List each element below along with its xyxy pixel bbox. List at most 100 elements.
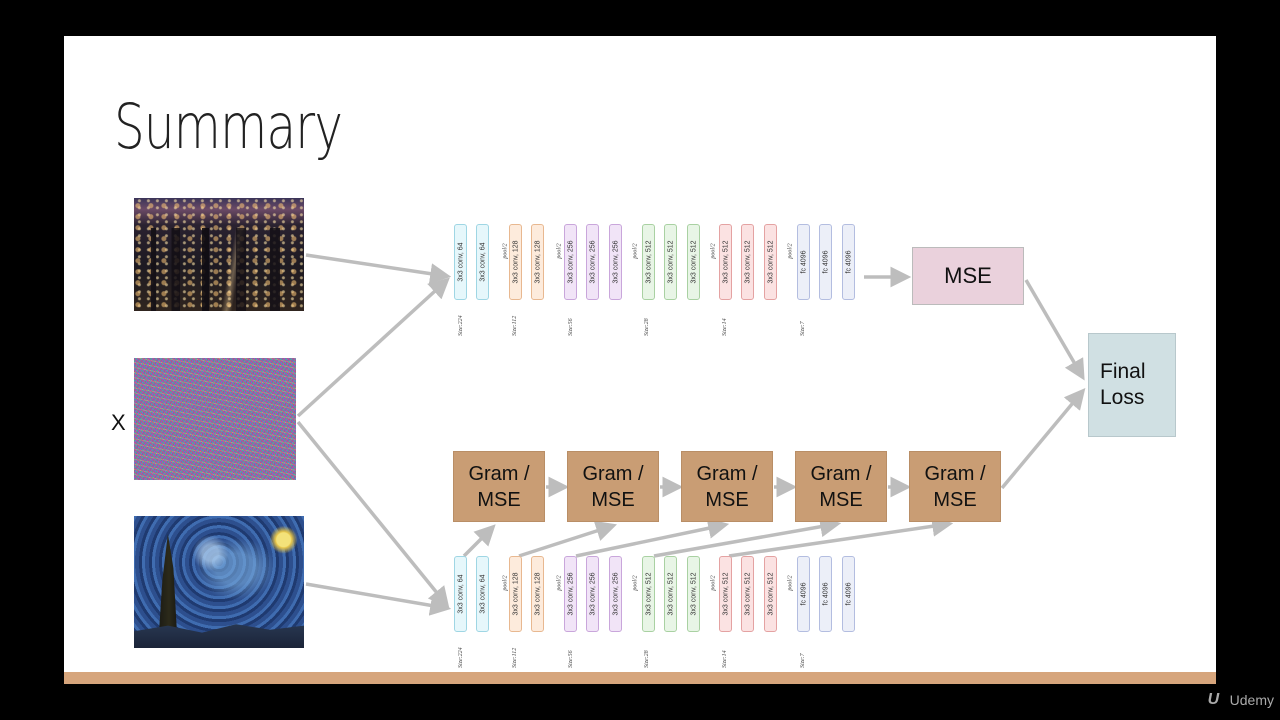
udemy-logo-icon: U — [1207, 691, 1220, 708]
top-net-pool-label: pool/2 — [556, 243, 563, 259]
top-net-layer-6: 3x3 conv, 256 — [586, 224, 599, 300]
bottom-net-layer-label: 3x3 conv, 256 — [567, 572, 574, 616]
bottom-net-layer-label: fc 4096 — [845, 582, 852, 606]
bottom-net-layer-label: 3x3 conv, 512 — [690, 572, 697, 616]
bottom-net-layer-6: 3x3 conv, 256 — [586, 556, 599, 632]
top-net-layer-8: 3x3 conv, 512 — [642, 224, 655, 300]
bottom-net-layer-10: 3x3 conv, 512 — [687, 556, 700, 632]
gram-label-line1: Gram / — [924, 462, 986, 485]
bottom-net-layer-16: fc 4096 — [842, 556, 855, 632]
bottom-net-layer-7: 3x3 conv, 256 — [609, 556, 622, 632]
arrow-gram5-to-final — [1000, 387, 1086, 490]
bottom-net-layer-label: fc 4096 — [800, 582, 807, 606]
bottom-net-pool-label: pool/2 — [710, 575, 717, 591]
top-net-layer-label: 3x3 conv, 512 — [744, 240, 751, 284]
bottom-net-layer-3: 3x3 conv, 128 — [509, 556, 522, 632]
bottom-net-layer-label: 3x3 conv, 512 — [667, 572, 674, 616]
bottom-net-layer-label: 3x3 conv, 256 — [589, 572, 596, 616]
bottom-net-layer-5: 3x3 conv, 256 — [564, 556, 577, 632]
bottom-net-pool-label: pool/2 — [787, 575, 794, 591]
top-net-pool-label: pool/2 — [502, 243, 509, 259]
slide-title: Summary — [114, 90, 343, 163]
top-net-layer-3: 3x3 conv, 128 — [509, 224, 522, 300]
arrow-net-to-gram1 — [462, 524, 496, 558]
gram-label-line2: MSE — [819, 488, 863, 511]
bottom-net-pool-label: pool/2 — [502, 575, 509, 591]
top-net-layer-4: 3x3 conv, 128 — [531, 224, 544, 300]
udemy-watermark: U Udemy — [1207, 691, 1274, 709]
top-net-layer-10: 3x3 conv, 512 — [687, 224, 700, 300]
top-net-layer-label: fc 4096 — [845, 250, 852, 274]
bottom-net-size-label: Size:112 — [512, 647, 518, 668]
gram-mse-box-4: Gram / MSE — [795, 451, 887, 522]
generated-noise-image — [134, 358, 296, 480]
top-net-layer-16: fc 4096 — [842, 224, 855, 300]
bottom-net-layer-9: 3x3 conv, 512 — [664, 556, 677, 632]
top-net-layer-2: 3x3 conv, 64 — [476, 224, 489, 300]
udemy-brand-text: Udemy — [1229, 692, 1274, 708]
arrow-net-to-gram2 — [518, 520, 617, 558]
bottom-net-layer-13: 3x3 conv, 512 — [764, 556, 777, 632]
top-net-layer-label: 3x3 conv, 64 — [457, 242, 464, 282]
final-loss-box: Final Loss — [1088, 333, 1176, 437]
bottom-net-pool-label: pool/2 — [556, 575, 563, 591]
top-net-layer-label: 3x3 conv, 256 — [612, 240, 619, 284]
top-net-layer-label: 3x3 conv, 64 — [479, 242, 486, 282]
arrow-noise-to-top-net — [296, 277, 450, 418]
top-net-layer-label: fc 4096 — [800, 250, 807, 274]
top-net-layer-label: 3x3 conv, 256 — [589, 240, 596, 284]
bottom-accent-bar — [64, 672, 1216, 684]
gram-label-line2: MSE — [591, 488, 635, 511]
top-net-layer-label: 3x3 conv, 512 — [645, 240, 652, 284]
gram-label-line2: MSE — [477, 488, 521, 511]
arrow-style-to-net — [305, 582, 452, 616]
top-net-size-label: Size:56 — [568, 318, 574, 336]
style-image — [134, 516, 304, 648]
arrow-net-to-gram3 — [575, 517, 730, 558]
top-net-pool-label: pool/2 — [787, 243, 794, 259]
bottom-net-layer-15: fc 4096 — [819, 556, 832, 632]
top-net-size-label: Size:14 — [722, 318, 728, 336]
arrow-noise-to-bottom-net — [296, 420, 450, 609]
gram-label-line1: Gram / — [696, 462, 758, 485]
gram-mse-box-2: Gram / MSE — [567, 451, 659, 522]
bottom-net-layer-label: 3x3 conv, 512 — [767, 572, 774, 616]
top-net-layer-label: 3x3 conv, 128 — [534, 240, 541, 284]
top-net-layer-label: 3x3 conv, 128 — [512, 240, 519, 284]
top-net-size-label: Size:224 — [458, 315, 464, 336]
gram-label-line2: MSE — [933, 488, 977, 511]
top-net-layer-label: 3x3 conv, 512 — [667, 240, 674, 284]
bottom-net-layer-label: 3x3 conv, 128 — [512, 572, 519, 616]
bottom-net-layer-label: fc 4096 — [822, 582, 829, 606]
gram-label-line1: Gram / — [468, 462, 530, 485]
top-net-size-label: Size:112 — [512, 315, 518, 336]
top-net-layer-5: 3x3 conv, 256 — [564, 224, 577, 300]
bottom-net-layer-label: 3x3 conv, 128 — [534, 572, 541, 616]
top-net-layer-label: 3x3 conv, 512 — [767, 240, 774, 284]
mse-box: MSE — [912, 247, 1024, 305]
bottom-net-layer-label: 3x3 conv, 512 — [744, 572, 751, 616]
bottom-net-layer-label: 3x3 conv, 64 — [457, 574, 464, 614]
bottom-net-pool-label: pool/2 — [632, 575, 639, 591]
bottom-net-size-label: Size:7 — [800, 653, 806, 668]
bottom-net-layer-1: 3x3 conv, 64 — [454, 556, 467, 632]
top-net-layer-14: fc 4096 — [797, 224, 810, 300]
top-net-layer-label: 3x3 conv, 512 — [722, 240, 729, 284]
top-net-layer-13: 3x3 conv, 512 — [764, 224, 777, 300]
bottom-net-layer-label: 3x3 conv, 64 — [479, 574, 486, 614]
final-loss-line1: Final — [1100, 360, 1146, 383]
vgg-network-bottom: 3x3 conv, 64 3x3 conv, 64 3x3 conv, 128 3x3… — [454, 556, 864, 668]
bottom-net-layer-label: 3x3 conv, 256 — [612, 572, 619, 616]
gram-mse-box-5: Gram / MSE — [909, 451, 1001, 522]
vgg-network-top: 3x3 conv, 64 3x3 conv, 64 3x3 conv, 128 3x3… — [454, 224, 864, 336]
top-net-layer-1: 3x3 conv, 64 — [454, 224, 467, 300]
arrow-net-to-gram5 — [728, 515, 954, 558]
gram-mse-box-1: Gram / MSE — [453, 451, 545, 522]
bottom-net-size-label: Size:28 — [644, 650, 650, 668]
gram-label-line2: MSE — [705, 488, 749, 511]
top-net-size-label: Size:7 — [800, 321, 806, 336]
top-net-layer-label: 3x3 conv, 512 — [690, 240, 697, 284]
input-x-label: X — [111, 410, 126, 435]
bottom-net-layer-2: 3x3 conv, 64 — [476, 556, 489, 632]
top-net-layer-9: 3x3 conv, 512 — [664, 224, 677, 300]
